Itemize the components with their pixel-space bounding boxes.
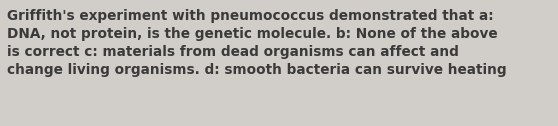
Text: Griffith's experiment with pneumococcus demonstrated that a:
DNA, not protein, i: Griffith's experiment with pneumococcus … (7, 9, 506, 77)
